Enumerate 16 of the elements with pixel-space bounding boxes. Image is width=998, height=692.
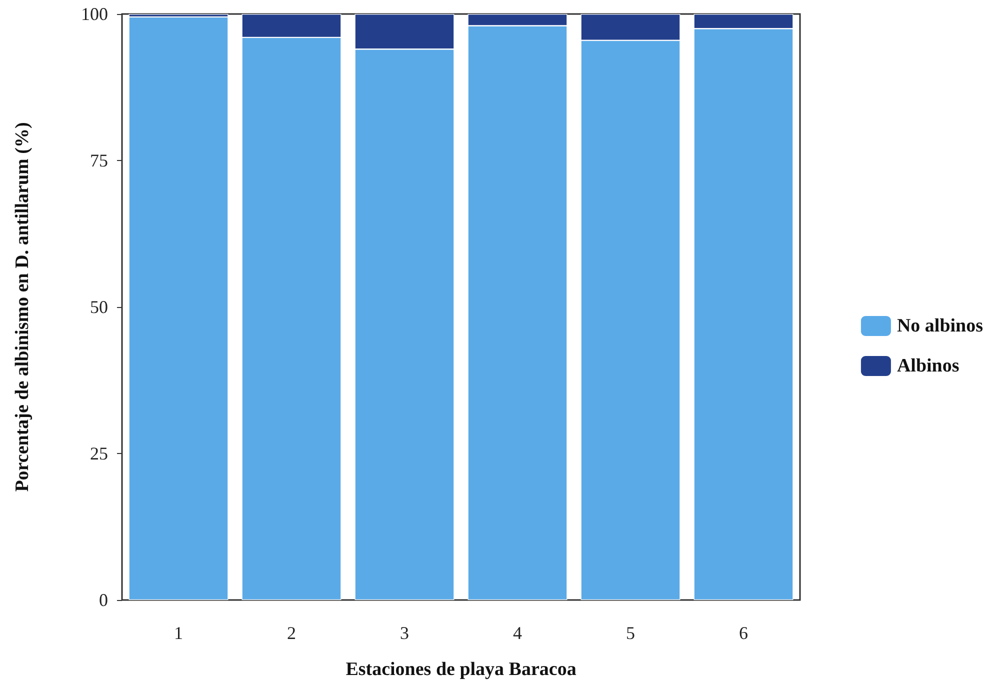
x-tick-label: 2 <box>287 623 296 643</box>
x-tick-label: 6 <box>739 623 748 643</box>
y-tick-label: 50 <box>90 297 108 317</box>
x-axis-title: Estaciones de playa Baracoa <box>346 659 577 680</box>
legend-label: No albinos <box>896 316 984 336</box>
x-tick-label: 4 <box>513 623 522 643</box>
x-tick-label: 5 <box>626 623 635 643</box>
y-tick-label: 0 <box>99 590 108 610</box>
y-tick-label: 25 <box>90 444 108 464</box>
y-tick-label: 100 <box>81 4 108 24</box>
y-axis-title: Porcentaje de albinismo en D. antillarum (%) <box>12 122 33 492</box>
y-tick-label: 75 <box>90 150 108 170</box>
x-tick-label: 3 <box>400 623 409 643</box>
legend-label: Albinos <box>896 356 960 376</box>
bar <box>128 16 228 600</box>
x-tick-label: 1 <box>174 623 183 643</box>
